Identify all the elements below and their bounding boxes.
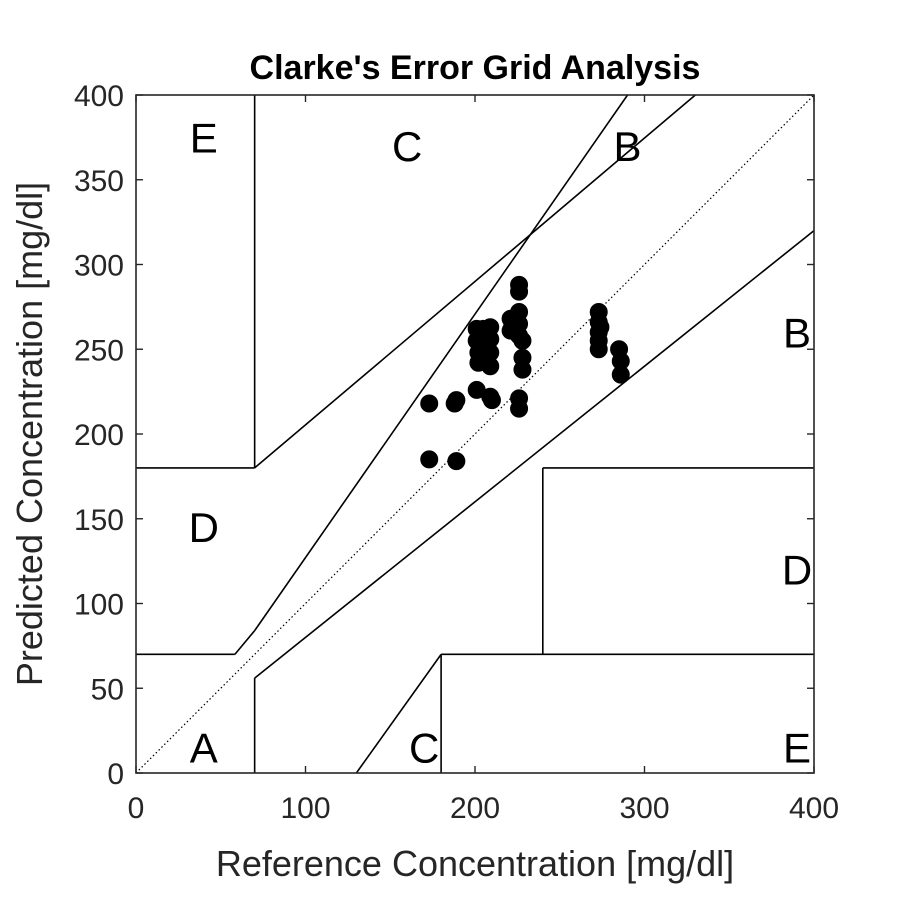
data-point: [420, 394, 439, 413]
x-axis-label: Reference Concentration [mg/dl]: [216, 843, 734, 884]
y-tick-label: 0: [107, 758, 124, 791]
zone-label-b: B: [783, 309, 811, 356]
x-tick-label: 300: [619, 792, 669, 825]
data-point: [510, 282, 529, 301]
y-tick-label: 350: [74, 165, 124, 198]
y-tick-label: 400: [74, 80, 124, 113]
zone-label-c: C: [409, 725, 439, 772]
y-tick-label: 50: [91, 673, 124, 706]
axes-box: [135, 94, 815, 774]
data-point: [420, 450, 439, 469]
data-point: [510, 399, 529, 418]
identity-line: [135, 94, 815, 774]
x-tick-label: 400: [789, 792, 839, 825]
zone-label-e: E: [190, 114, 218, 161]
data-point: [611, 365, 630, 384]
y-tick-label: 200: [74, 419, 124, 452]
zone-boundary-line: [254, 94, 696, 469]
zone-label-d: D: [189, 504, 219, 551]
chart-title: Clarke's Error Grid Analysis: [250, 49, 701, 87]
x-tick-label: 100: [280, 792, 330, 825]
zone-boundary-line: [253, 94, 629, 632]
zone-label-b: B: [614, 123, 642, 170]
x-tick-label: 0: [128, 792, 145, 825]
data-point: [513, 331, 532, 350]
zone-boundary-line: [234, 630, 256, 655]
zone-boundary-line: [355, 653, 442, 774]
y-tick-label: 150: [74, 504, 124, 537]
x-tick-label: 200: [450, 792, 500, 825]
data-point: [591, 318, 610, 337]
zone-label-a: A: [190, 725, 218, 772]
data-point: [513, 360, 532, 379]
data-point: [589, 340, 608, 359]
zone-label-e: E: [783, 725, 811, 772]
y-tick-label: 100: [74, 589, 124, 622]
data-point: [481, 357, 500, 376]
zone-boundary-line: [254, 229, 815, 679]
y-axis-label: Predicted Concentration [mg/dl]: [9, 182, 50, 686]
zone-label-d: D: [782, 547, 812, 594]
data-point: [447, 452, 466, 471]
zone-label-c: C: [392, 123, 422, 170]
plot-area: 0 100 200 300 400 0 50 100 150 200 250 300 350 400 A B B…: [74, 80, 839, 825]
y-tick-label: 300: [74, 250, 124, 283]
data-point: [447, 391, 466, 410]
y-tick-label: 250: [74, 334, 124, 367]
data-point: [482, 391, 501, 410]
